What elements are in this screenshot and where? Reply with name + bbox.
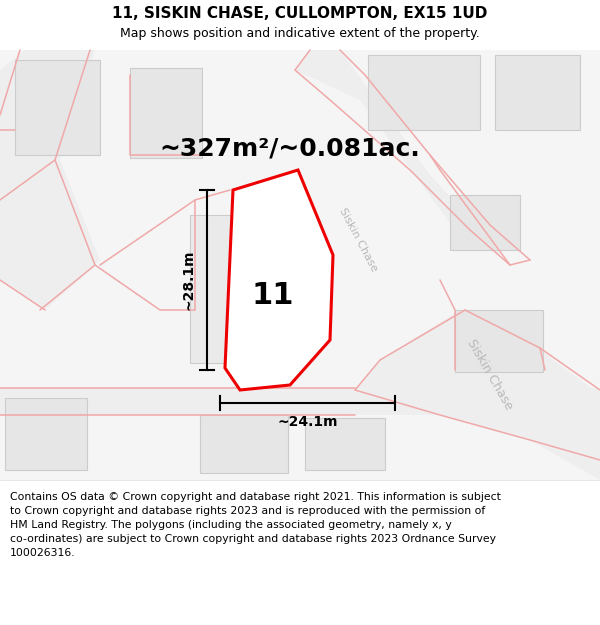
Bar — [495, 55, 580, 130]
Text: Map shows position and indicative extent of the property.: Map shows position and indicative extent… — [120, 28, 480, 41]
Polygon shape — [355, 310, 600, 480]
Text: Contains OS data © Crown copyright and database right 2021. This information is : Contains OS data © Crown copyright and d… — [10, 492, 501, 558]
Bar — [305, 418, 385, 470]
Bar — [0, 50, 600, 480]
Text: ~24.1m: ~24.1m — [277, 415, 338, 429]
Text: 11: 11 — [251, 281, 294, 311]
Polygon shape — [295, 50, 500, 255]
Bar — [190, 215, 308, 363]
Bar — [15, 60, 100, 155]
Bar — [455, 310, 543, 372]
Text: ~28.1m: ~28.1m — [181, 250, 195, 310]
Text: Siskin Chase: Siskin Chase — [337, 206, 379, 274]
Polygon shape — [0, 160, 100, 310]
Polygon shape — [0, 50, 95, 200]
Bar — [5, 398, 87, 470]
Bar — [368, 55, 480, 130]
Bar — [200, 415, 288, 473]
Bar — [130, 68, 202, 158]
Text: Siskin Chase: Siskin Chase — [464, 338, 515, 412]
Polygon shape — [225, 170, 333, 390]
Text: 11, SISKIN CHASE, CULLOMPTON, EX15 1UD: 11, SISKIN CHASE, CULLOMPTON, EX15 1UD — [112, 6, 488, 21]
Bar — [450, 195, 520, 250]
Text: ~327m²/~0.081ac.: ~327m²/~0.081ac. — [160, 136, 421, 160]
Polygon shape — [0, 388, 600, 415]
